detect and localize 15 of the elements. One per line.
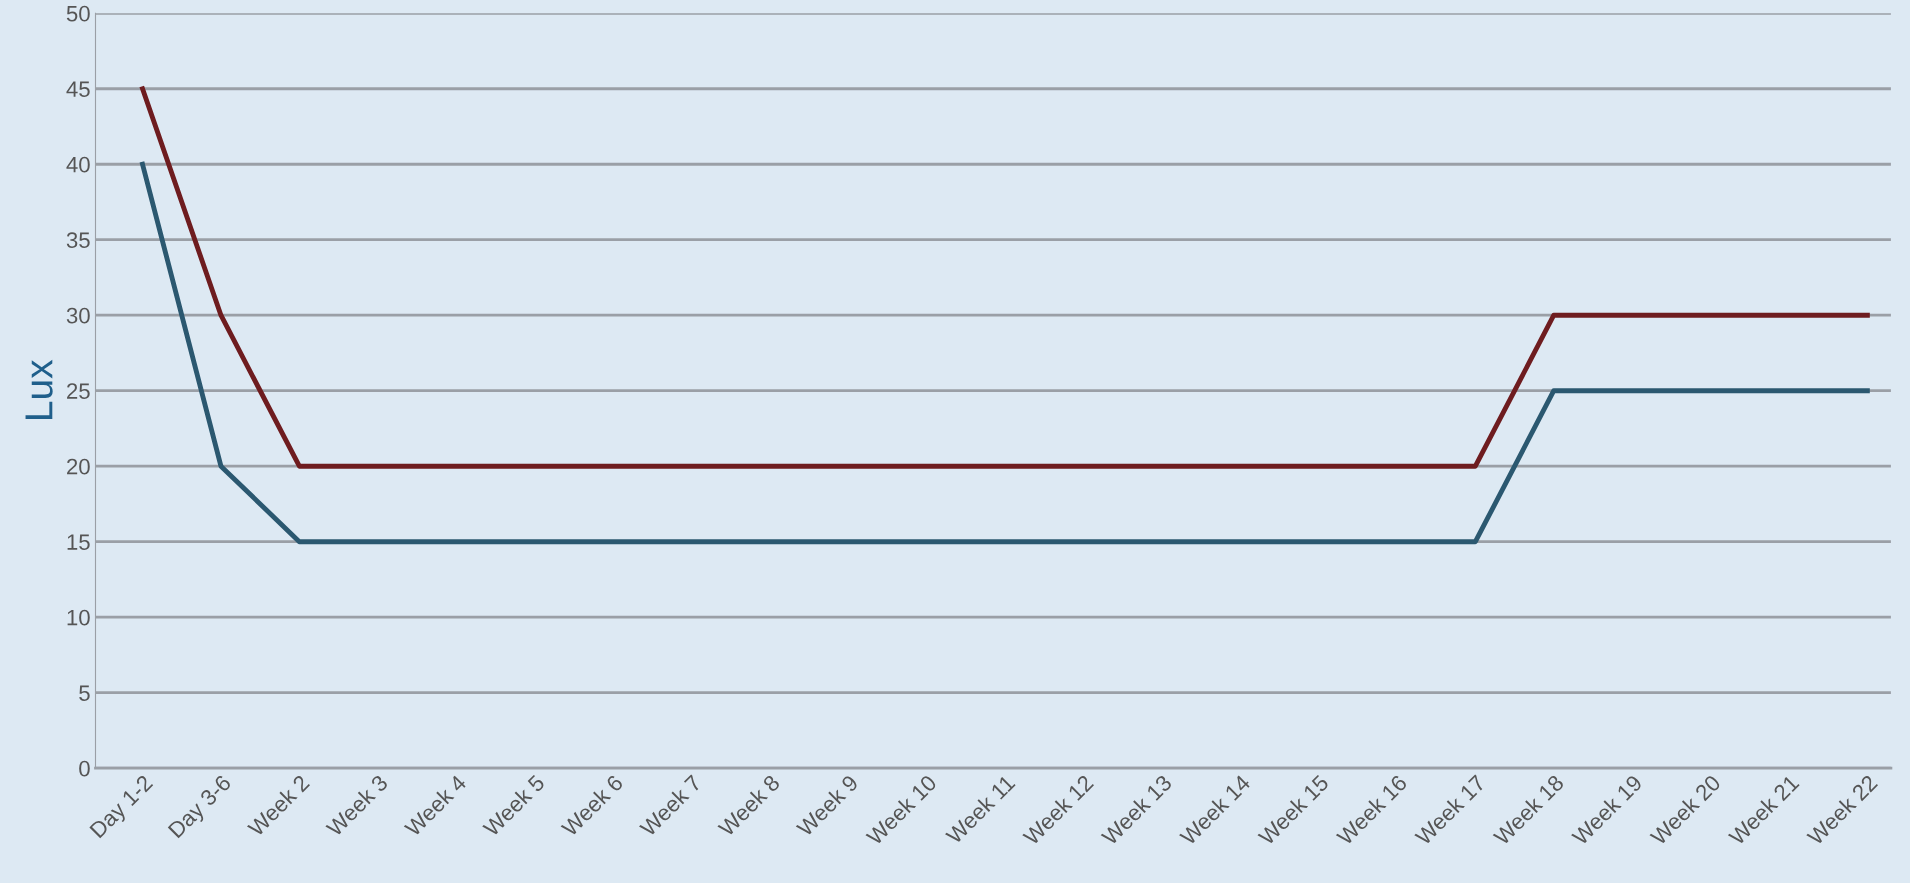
y-tick-label: 5 bbox=[79, 685, 90, 701]
y-tick-label: 25 bbox=[67, 383, 90, 399]
y-tick-label: 15 bbox=[67, 534, 90, 550]
y-tick-label: 40 bbox=[66, 156, 90, 173]
y-tick-label: 50 bbox=[66, 5, 90, 22]
y-tick-label: 30 bbox=[66, 307, 90, 324]
y-axis-title: Lux bbox=[25, 359, 53, 419]
line-series bbox=[140, 161, 1870, 545]
y-tick-label: 20 bbox=[67, 458, 90, 475]
y-tick-label: 0 bbox=[79, 760, 90, 777]
x-tick-label: Day 1-2 bbox=[89, 774, 157, 842]
x-tick-label: Day 3-6 bbox=[167, 774, 235, 842]
y-tick-label: 35 bbox=[66, 232, 90, 249]
y-tick-label: 10 bbox=[67, 609, 90, 626]
y-tick-label: 45 bbox=[66, 81, 90, 98]
